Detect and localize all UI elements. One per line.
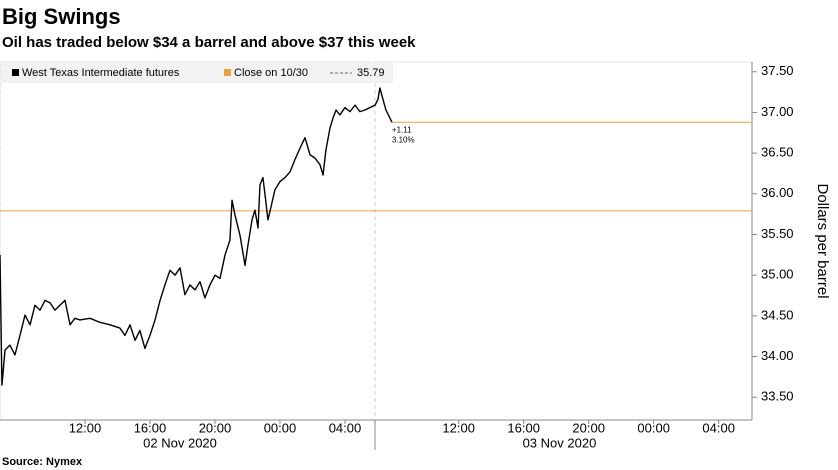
source: Source: Nymex (2, 456, 83, 468)
x-date-label: 03 Nov 2020 (523, 435, 597, 450)
y-tick-label: 35.00 (761, 267, 794, 282)
y-tick-label: 37.00 (761, 104, 794, 119)
x-date-label: 02 Nov 2020 (143, 435, 217, 450)
x-tick-label: 20:00 (572, 420, 605, 435)
change-annotation: 3.10% (392, 135, 415, 144)
y-tick-label: 37.50 (761, 63, 794, 78)
x-tick-label: 16:00 (507, 420, 540, 435)
x-tick-label: 12:00 (442, 420, 475, 435)
chart-title: Big Swings (2, 4, 121, 29)
y-tick-label: 33.50 (761, 389, 794, 404)
x-tick-label: 12:00 (69, 420, 102, 435)
y-tick-label: 36.50 (761, 145, 794, 160)
price-line (0, 87, 393, 386)
x-tick-label: 00:00 (637, 420, 670, 435)
y-tick-label: 34.50 (761, 307, 794, 322)
legend-box (1, 63, 393, 83)
y-tick-label: 35.50 (761, 226, 794, 241)
y-axis-label: Dollars per barrel (814, 183, 831, 298)
chart-subtitle: Oil has traded below $34 a barrel and ab… (2, 34, 416, 51)
legend-swatch (12, 69, 19, 76)
y-tick-label: 36.00 (761, 185, 794, 200)
x-tick-label: 04:00 (329, 420, 362, 435)
x-tick-label: 20:00 (199, 420, 232, 435)
x-tick-label: 04:00 (702, 420, 735, 435)
legend-swatch (224, 69, 231, 76)
x-tick-label: 00:00 (264, 420, 297, 435)
legend-label: West Texas Intermediate futures (22, 67, 180, 79)
legend-value: 35.79 (357, 67, 385, 79)
change-annotation: +1.11 (392, 125, 412, 134)
legend-label: Close on 10/30 (234, 67, 308, 79)
plot-area (0, 61, 753, 421)
x-tick-label: 16:00 (134, 420, 167, 435)
y-tick-label: 34.00 (761, 348, 794, 363)
